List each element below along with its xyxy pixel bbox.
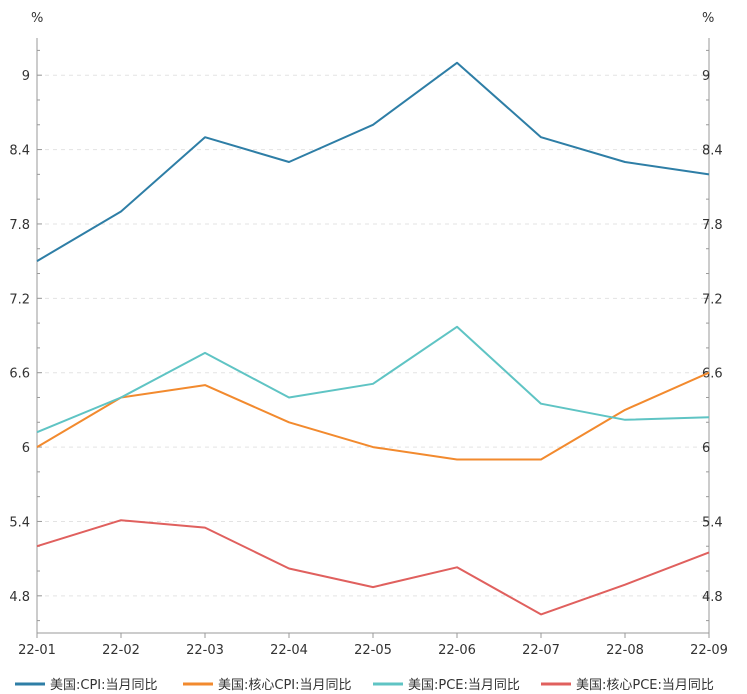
left-y-tick-label: 7.8: [9, 218, 30, 233]
legend-label: 美国:核心CPI:当月同比: [218, 678, 352, 693]
legend-label: 美国:PCE:当月同比: [408, 678, 520, 693]
x-tick-label: 22-09: [690, 643, 728, 658]
right-y-tick-label: 7.8: [702, 218, 723, 233]
left-y-tick-label: 4.8: [9, 590, 30, 605]
x-tick-label: 22-03: [186, 643, 224, 658]
x-tick-label: 22-05: [354, 643, 392, 658]
right-y-tick-label: 6.6: [702, 367, 723, 382]
right-y-tick-label: 6: [702, 441, 710, 456]
x-tick-label: 22-06: [438, 643, 476, 658]
left-y-tick-label: 6.6: [9, 367, 30, 382]
right-y-tick-label: 9: [702, 69, 710, 84]
legend: 美国:CPI:当月同比 美国:核心CPI:当月同比 美国:PCE:当月同比 美国:核心…: [15, 678, 714, 693]
series-line-2: [36, 371, 710, 461]
series-line-1: [36, 61, 710, 262]
axes: % %: [31, 11, 714, 634]
left-y-tick-label: 7.2: [9, 292, 30, 307]
right-axis-unit: %: [702, 11, 714, 26]
right-y-tick-label: 4.8: [702, 590, 723, 605]
series-lines: [36, 61, 710, 616]
legend-label: 美国:核心PCE:当月同比: [576, 678, 714, 693]
x-tick-label: 22-02: [102, 643, 140, 658]
left-y-tick-label: 8.4: [9, 144, 30, 159]
x-tick-label: 22-01: [18, 643, 56, 658]
series-line-4: [36, 519, 710, 616]
left-axis-unit: %: [31, 11, 43, 26]
left-y-tick-label: 5.4: [9, 515, 30, 530]
right-y-tick-label: 8.4: [702, 144, 723, 159]
left-y-tick-label: 6: [22, 441, 30, 456]
series-line-3: [36, 325, 710, 434]
left-y-tick-label: 9: [22, 69, 30, 84]
x-tick-label: 22-07: [522, 643, 560, 658]
gridlines: [37, 74, 709, 597]
x-tick-label: 22-04: [270, 643, 308, 658]
right-y-tick-label: 5.4: [702, 515, 723, 530]
legend-label: 美国:CPI:当月同比: [50, 678, 158, 693]
axis-ticks: 4.8 4.8 5.4 5.4 6 6 6.6 6.6 7.2 7.2 7.8 7.8 8.4 8.4 9 9…: [9, 49, 728, 658]
x-tick-label: 22-08: [606, 643, 644, 658]
right-y-tick-label: 7.2: [702, 292, 723, 307]
